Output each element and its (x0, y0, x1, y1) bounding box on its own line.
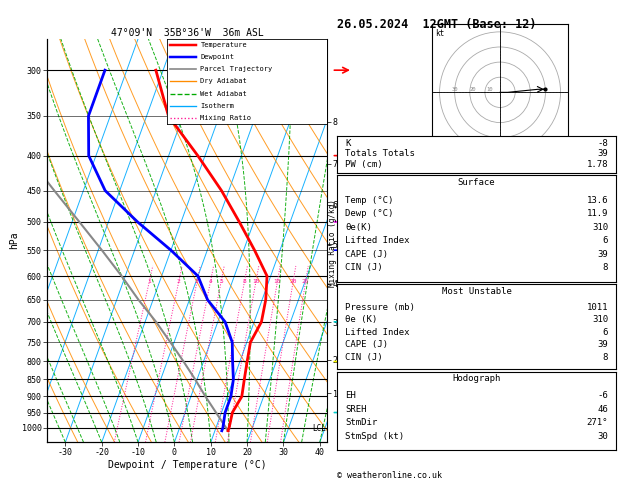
Y-axis label: hPa: hPa (9, 232, 19, 249)
Text: 2: 2 (177, 279, 181, 284)
Text: 271°: 271° (586, 418, 608, 427)
Text: Mixing Ratio: Mixing Ratio (201, 115, 252, 121)
Text: Pressure (mb): Pressure (mb) (345, 303, 415, 312)
Text: 25: 25 (302, 279, 309, 284)
Text: EH: EH (345, 391, 355, 400)
Text: 20: 20 (470, 87, 476, 92)
Text: Dewp (°C): Dewp (°C) (345, 209, 393, 218)
Text: 1011: 1011 (586, 303, 608, 312)
Text: LCL: LCL (312, 424, 326, 433)
Text: θe (K): θe (K) (345, 315, 377, 324)
Text: 15: 15 (274, 279, 281, 284)
Text: Parcel Trajectory: Parcel Trajectory (201, 66, 272, 72)
Text: CAPE (J): CAPE (J) (345, 340, 388, 349)
Text: 30: 30 (452, 87, 458, 92)
Text: kt: kt (435, 29, 444, 38)
Text: StmDir: StmDir (345, 418, 377, 427)
Text: 10: 10 (252, 279, 260, 284)
Text: 310: 310 (592, 315, 608, 324)
Text: SREH: SREH (345, 405, 367, 414)
Text: Dry Adiabat: Dry Adiabat (201, 78, 247, 85)
Text: 30: 30 (598, 432, 608, 441)
Text: 39: 39 (598, 250, 608, 259)
Text: 1: 1 (147, 279, 151, 284)
Text: Lifted Index: Lifted Index (345, 328, 409, 337)
Text: 3: 3 (195, 279, 199, 284)
Text: CIN (J): CIN (J) (345, 263, 382, 272)
Text: Surface: Surface (458, 178, 495, 187)
Text: θe(K): θe(K) (345, 223, 372, 232)
Text: 8: 8 (243, 279, 247, 284)
Text: Hodograph: Hodograph (452, 374, 501, 383)
Y-axis label: km
ASL: km ASL (347, 241, 362, 260)
Text: 46: 46 (598, 405, 608, 414)
Text: 13.6: 13.6 (586, 196, 608, 205)
Text: -8: -8 (598, 139, 608, 148)
Text: Temp (°C): Temp (°C) (345, 196, 393, 205)
Text: Lifted Index: Lifted Index (345, 236, 409, 245)
Text: Wet Adiabat: Wet Adiabat (201, 90, 247, 97)
Text: 4: 4 (208, 279, 212, 284)
Text: 310: 310 (592, 223, 608, 232)
Text: 39: 39 (598, 340, 608, 349)
Text: 8: 8 (603, 353, 608, 362)
Text: 11.9: 11.9 (586, 209, 608, 218)
Text: Mixing Ratio (g/kg): Mixing Ratio (g/kg) (328, 199, 337, 287)
Text: 6: 6 (603, 328, 608, 337)
Text: CAPE (J): CAPE (J) (345, 250, 388, 259)
Text: Isotherm: Isotherm (201, 103, 235, 109)
Text: 10: 10 (486, 87, 493, 92)
Title: 47°09'N  35B°36'W  36m ASL: 47°09'N 35B°36'W 36m ASL (111, 28, 264, 38)
Text: K: K (345, 139, 350, 148)
Text: 6: 6 (603, 236, 608, 245)
Text: CIN (J): CIN (J) (345, 353, 382, 362)
Text: 39: 39 (598, 149, 608, 158)
Text: 5: 5 (219, 279, 223, 284)
X-axis label: Dewpoint / Temperature (°C): Dewpoint / Temperature (°C) (108, 460, 267, 469)
Text: StmSpd (kt): StmSpd (kt) (345, 432, 404, 441)
Text: Most Unstable: Most Unstable (442, 287, 511, 296)
Text: © weatheronline.co.uk: © weatheronline.co.uk (337, 471, 442, 480)
Text: 8: 8 (603, 263, 608, 272)
Text: 20: 20 (289, 279, 297, 284)
Text: Temperature: Temperature (201, 42, 247, 48)
Text: Dewpoint: Dewpoint (201, 54, 235, 60)
Text: Totals Totals: Totals Totals (345, 149, 415, 158)
Text: -6: -6 (598, 391, 608, 400)
Text: 1.78: 1.78 (586, 160, 608, 169)
Text: 26.05.2024  12GMT (Base: 12): 26.05.2024 12GMT (Base: 12) (337, 18, 536, 32)
Text: PW (cm): PW (cm) (345, 160, 382, 169)
